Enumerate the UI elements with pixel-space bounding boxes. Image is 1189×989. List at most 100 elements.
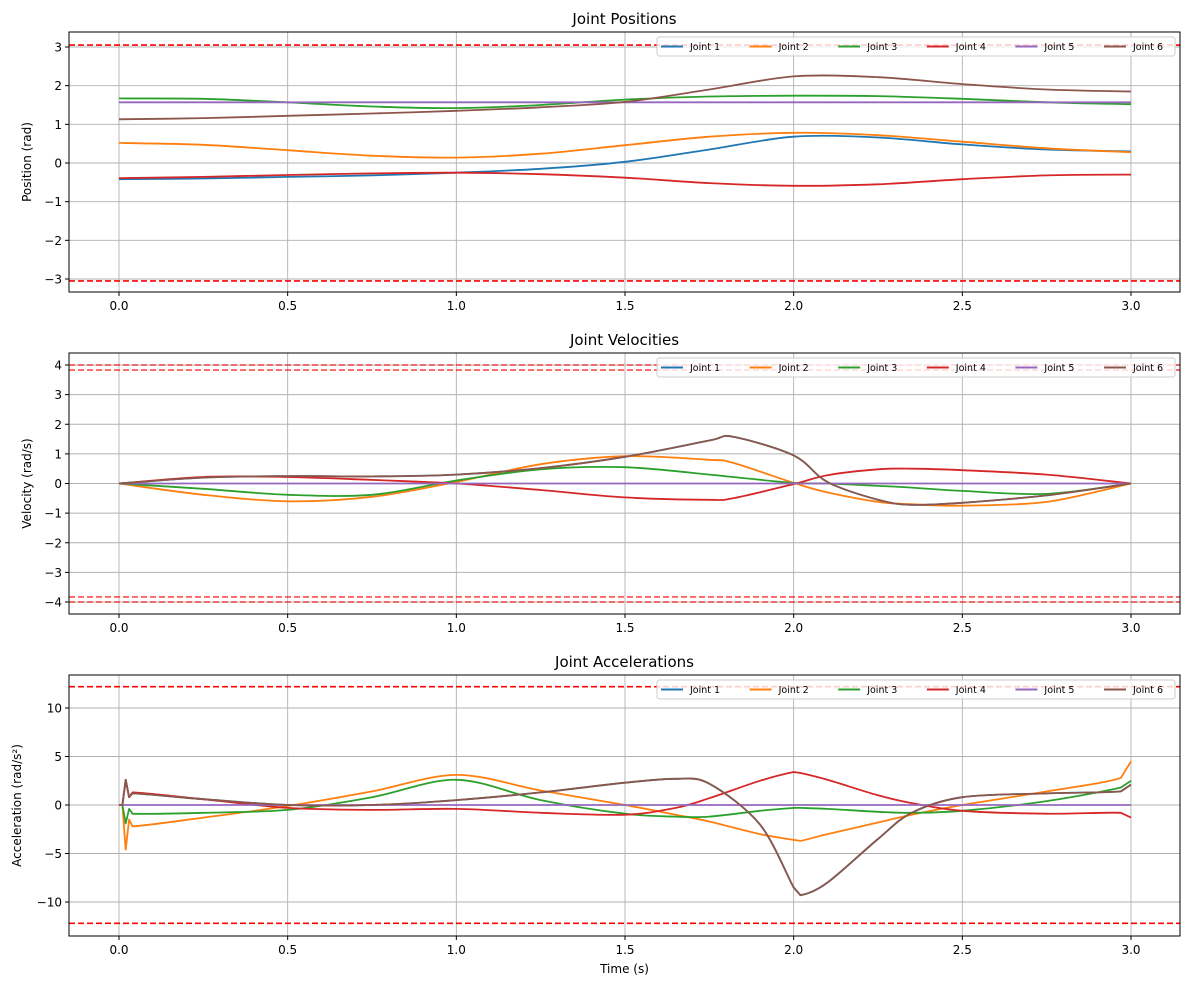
x-tick-label: 2.0 <box>784 621 803 635</box>
positions-subplot: 0.0 0.5 1.0 1.5 2.0 2.5 3.0 3 2 1 0 −1 −2 −3 Joint Pos… <box>20 10 1181 314</box>
x-tick-label: 2.5 <box>953 621 972 635</box>
ticks: 0.0 0.5 1.0 1.5 2.0 2.5 3.0 3 2 1 0 −1 −2 −3 <box>44 41 1140 314</box>
legend-item-joint-4: Joint 4 <box>926 42 986 53</box>
y-tick-label: 3 <box>54 388 62 402</box>
legend-item-joint-1: Joint 1 <box>661 363 720 374</box>
x-tick-label: 1.5 <box>615 299 634 313</box>
y-tick-label: 0 <box>54 799 62 813</box>
y-axis-label: Position (rad) <box>20 122 34 202</box>
y-tick-label: 3 <box>54 41 62 55</box>
legend-label: Joint 3 <box>866 42 897 53</box>
y-tick-label: 1 <box>54 447 62 461</box>
legend-label: Joint 4 <box>955 42 986 53</box>
legend-label: Joint 2 <box>778 363 809 374</box>
legend-label: Joint 5 <box>1043 42 1074 53</box>
y-axis-label: Acceleration (rad/s²) <box>10 744 24 867</box>
legend-item-joint-3: Joint 3 <box>838 42 897 53</box>
y-tick-label: 0 <box>54 477 62 491</box>
y-tick-label: −2 <box>44 536 62 550</box>
y-tick-label: 2 <box>54 79 62 93</box>
legend-item-joint-4: Joint 4 <box>926 363 986 374</box>
grid <box>69 32 1180 292</box>
x-tick-label: 0.5 <box>278 621 297 635</box>
legend-item-joint-1: Joint 1 <box>661 685 720 696</box>
legend-item-joint-3: Joint 3 <box>838 685 897 696</box>
limit-lines <box>69 364 1180 603</box>
limit-lines <box>69 685 1180 925</box>
series-lines <box>118 434 1132 507</box>
x-tick-label: 1.0 <box>447 299 466 313</box>
legend-label: Joint 3 <box>866 685 897 696</box>
y-tick-label: 2 <box>54 418 62 432</box>
limit-lines <box>69 44 1180 282</box>
legend-label: Joint 5 <box>1043 363 1074 374</box>
subplot-title: Joint Accelerations <box>554 653 694 671</box>
y-tick-label: 0 <box>54 157 62 171</box>
ticks: 0.0 0.5 1.0 1.5 2.0 2.5 3.0 10 5 0 −5 −10 <box>37 702 1141 958</box>
legend-label: Joint 2 <box>778 42 809 53</box>
series-lines <box>118 74 1132 187</box>
series-joint-3 <box>119 778 1132 825</box>
y-tick-label: −3 <box>44 273 62 287</box>
legend-label: Joint 3 <box>866 363 897 374</box>
x-tick-label: 1.5 <box>615 943 634 957</box>
legend-item-joint-2: Joint 2 <box>749 42 809 53</box>
y-axis-label: Velocity (rad/s) <box>20 438 34 528</box>
legend-item-joint-4: Joint 4 <box>926 685 986 696</box>
legend-item-joint-2: Joint 2 <box>749 685 809 696</box>
legend-label: Joint 2 <box>778 685 809 696</box>
y-tick-label: −2 <box>44 234 62 248</box>
series-joint-3 <box>118 465 1132 497</box>
y-tick-label: 10 <box>47 702 62 716</box>
y-tick-label: −1 <box>44 195 62 209</box>
legend-item-joint-6: Joint 6 <box>1104 42 1163 53</box>
series-joint-4 <box>118 467 1132 501</box>
series-joint-4 <box>118 171 1132 187</box>
x-tick-label: 3.0 <box>1121 943 1140 957</box>
y-tick-label: 4 <box>54 359 62 373</box>
legend-item-joint-1: Joint 1 <box>661 42 720 53</box>
legend-label: Joint 5 <box>1043 685 1074 696</box>
legend-label: Joint 4 <box>955 685 986 696</box>
series-joint-6 <box>118 434 1132 506</box>
x-tick-label: 2.5 <box>953 299 972 313</box>
subplot-title: Joint Velocities <box>569 331 679 349</box>
series-joint-1 <box>118 134 1132 181</box>
x-tick-label: 2.0 <box>784 299 803 313</box>
y-tick-label: 1 <box>54 118 62 132</box>
ticks: 0.0 0.5 1.0 1.5 2.0 2.5 3.0 4 3 2 1 0 −1 −2 −3 −4 <box>44 359 1140 636</box>
x-tick-label: 2.0 <box>784 943 803 957</box>
legend-label: Joint 6 <box>1132 42 1163 53</box>
legend-label: Joint 6 <box>1132 363 1163 374</box>
series-joint-6 <box>118 74 1132 121</box>
y-tick-label: −3 <box>44 566 62 580</box>
legend: Joint 1 Joint 2 Joint 3 Joint 4 Joint 5 Joint… <box>656 36 1176 57</box>
x-tick-label: 0.0 <box>109 621 128 635</box>
legend-item-joint-3: Joint 3 <box>838 363 897 374</box>
y-tick-label: −5 <box>44 847 62 861</box>
subplot-title: Joint Positions <box>571 10 676 28</box>
legend: Joint 1 Joint 2 Joint 3 Joint 4 Joint 5 Joint… <box>656 357 1176 378</box>
series-joint-6 <box>119 777 1132 897</box>
x-tick-label: 3.0 <box>1121 621 1140 635</box>
x-tick-label: 1.0 <box>447 943 466 957</box>
y-tick-label: −10 <box>37 896 62 910</box>
x-tick-label: 1.0 <box>447 621 466 635</box>
legend-item-joint-2: Joint 2 <box>749 363 809 374</box>
y-tick-label: −4 <box>44 596 62 610</box>
legend-item-joint-6: Joint 6 <box>1104 363 1163 374</box>
legend-label: Joint 1 <box>689 685 720 696</box>
x-tick-label: 3.0 <box>1121 299 1140 313</box>
x-tick-label: 1.5 <box>615 621 634 635</box>
legend: Joint 1 Joint 2 Joint 3 Joint 4 Joint 5 Joint… <box>656 679 1176 700</box>
legend-label: Joint 1 <box>689 42 720 53</box>
y-tick-label: 5 <box>54 750 62 764</box>
x-tick-label: 0.5 <box>278 943 297 957</box>
series-joint-2 <box>118 455 1132 507</box>
legend-item-joint-5: Joint 5 <box>1015 685 1074 696</box>
x-tick-label: 2.5 <box>953 943 972 957</box>
accelerations-subplot: 0.0 0.5 1.0 1.5 2.0 2.5 3.0 10 5 0 −5 −10 Joint Acce… <box>10 653 1181 976</box>
y-tick-label: −1 <box>44 507 62 521</box>
x-tick-label: 0.0 <box>109 299 128 313</box>
